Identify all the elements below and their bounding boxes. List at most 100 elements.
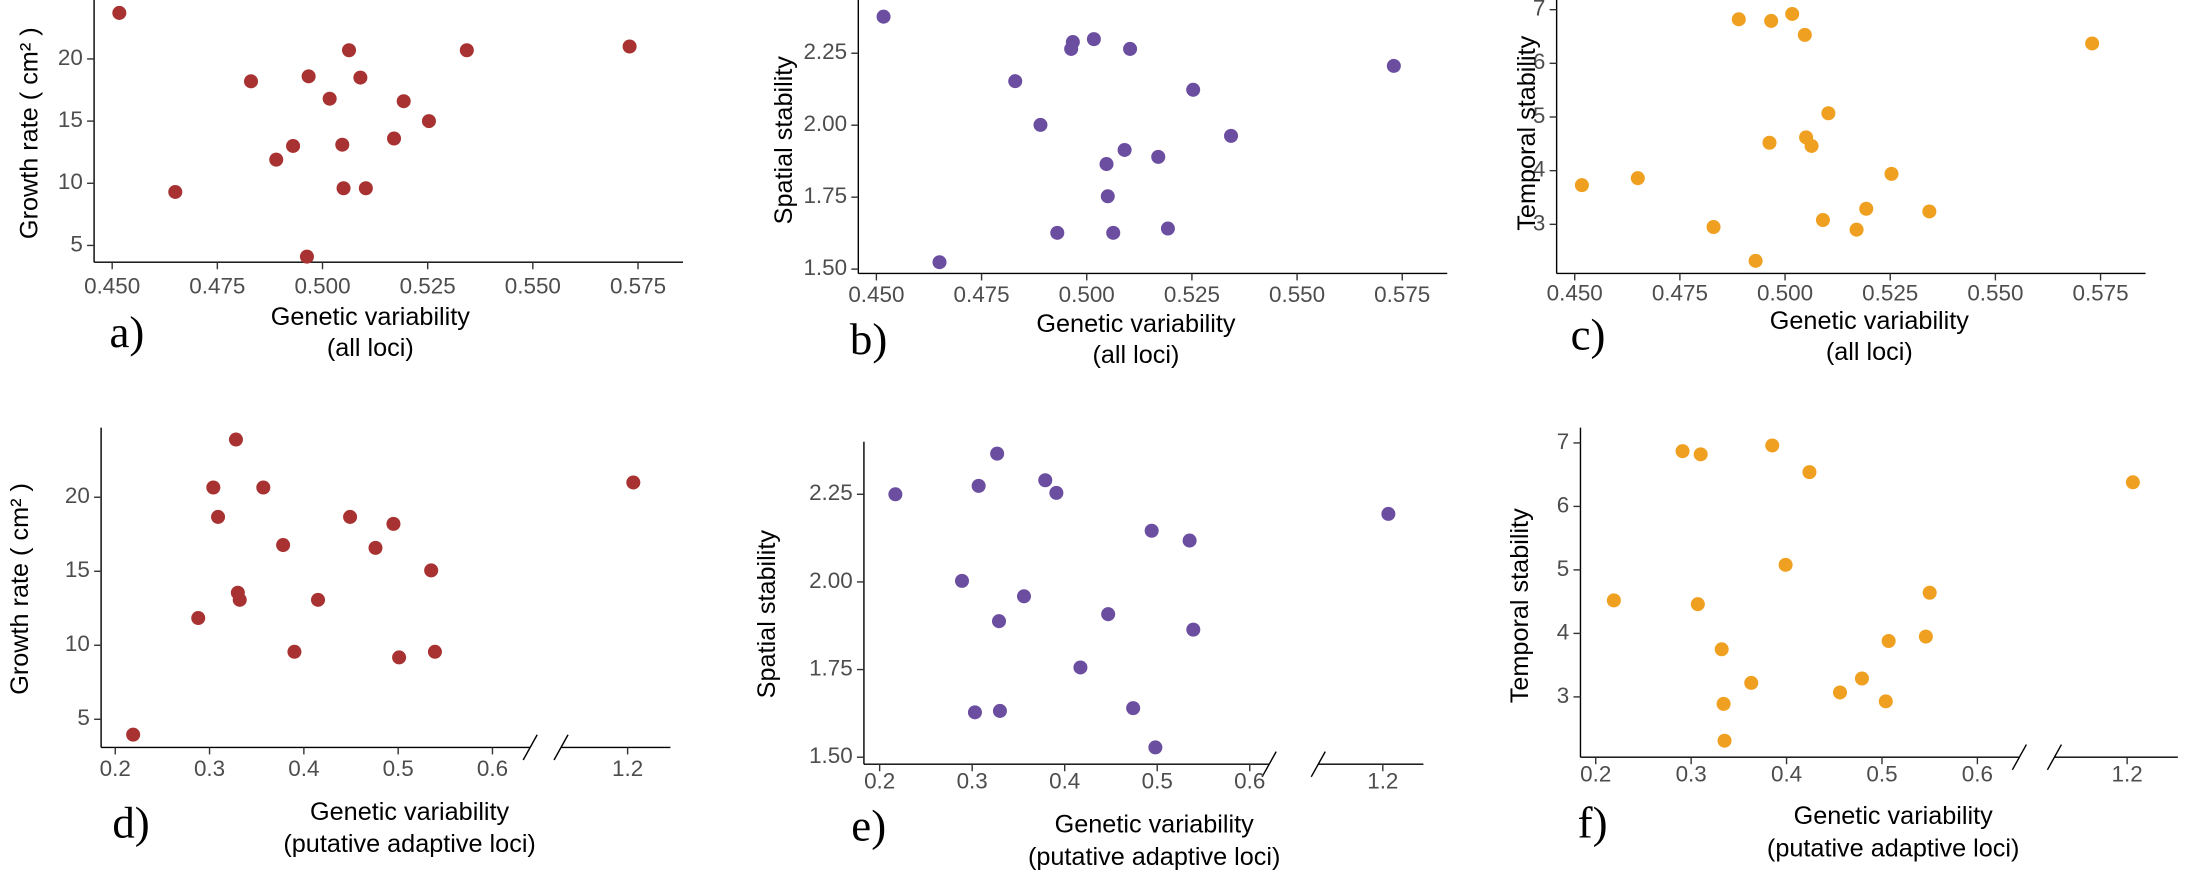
point [1606,593,1621,608]
x-tick-label: 0.5 [1142,768,1173,793]
point [1854,671,1869,686]
y-tick-label: 1.50 [809,743,853,768]
y-tick-label: 3 [1533,210,1545,235]
point [991,614,1007,629]
x-tick-label: 0.3 [957,768,988,793]
point [322,91,337,106]
y-tick-label: 20 [65,483,90,508]
y-tick-label: 5 [77,705,89,730]
point [1186,82,1201,97]
y-tick-label: 4 [1557,619,1569,644]
point [1884,166,1899,181]
point [168,184,183,199]
x-axis-title: Genetic variability [1770,307,1970,335]
x-tick-label: 0.575 [1374,282,1430,307]
x-tick-label: 0.475 [1652,280,1708,305]
x-tick-label: 0.4 [1771,761,1802,786]
point [1126,701,1141,716]
y-tick-label: 1.50 [803,255,847,280]
y-tick-label: 15 [65,557,90,582]
point [1386,58,1401,73]
point [1731,12,1746,27]
y-tick-label: 2.00 [809,568,853,593]
point [1186,622,1201,637]
point [269,152,284,167]
axis-break [522,734,538,761]
point [1765,438,1780,453]
x-tick-label: 0.575 [2072,280,2128,305]
point [1101,607,1116,622]
point [1675,444,1690,459]
point [1797,27,1812,42]
point [1714,642,1729,657]
point [1099,157,1114,172]
point [1918,629,1933,644]
point [387,131,402,146]
point [342,43,357,58]
axis-break [1261,751,1277,778]
point [459,43,474,58]
point [1785,6,1800,21]
x-tick-label: 0.450 [84,273,140,298]
point [888,487,903,502]
point [1832,685,1848,700]
y-tick-label: 10 [65,631,90,656]
point [876,9,891,24]
y-tick-label: 5 [70,231,82,256]
point [1690,597,1705,612]
point [1922,585,1937,600]
point [1049,485,1064,500]
point [392,650,407,665]
x-tick-label: 0.500 [294,273,350,298]
point [228,432,243,447]
point [358,181,373,196]
point [1762,135,1777,150]
y-tick-label: 10 [58,169,83,194]
point [1778,557,1793,572]
point [276,538,291,553]
x-tick-label: 0.3 [1676,761,1707,786]
point [1182,533,1197,548]
x-tick-label: 0.3 [194,756,225,781]
x-tick-label: 0.4 [1049,768,1080,793]
point [1381,506,1396,521]
point [1815,213,1830,228]
x-tick-label: 0.550 [1967,280,2023,305]
y-tick-label: 7 [1533,0,1545,21]
point [335,137,350,152]
x-tick-label: 0.475 [189,273,245,298]
x-axis-title: Genetic variability [1055,811,1255,839]
point [1574,178,1589,193]
y-axis-title: Temporal stability [1506,508,1534,703]
point [386,516,401,531]
x-tick-label: 0.450 [848,282,904,307]
panel-label: b) [850,314,887,364]
point [353,70,368,85]
x-tick-label: 0.525 [1862,280,1918,305]
x-tick-label: 0.525 [400,273,456,298]
point [1117,142,1132,157]
point [626,475,641,490]
y-axis-title: Spatial stability [753,530,781,699]
point [1764,13,1779,28]
y-axis-title: Growth rate ( cm² ) [6,483,34,695]
x-axis-title: (putative adaptive loci) [283,830,535,858]
y-axis-title: Spatial stability [770,56,798,225]
x-tick-label: 0.2 [100,756,131,781]
panel: 0.450 0.475 0.500 0.525 0.550 0.575 3 4 5 6 7 Genet… [1513,0,2146,366]
y-tick-label: 2.25 [809,480,853,505]
panel-label: c) [1571,310,1606,360]
axis-break [553,734,569,761]
point [299,249,314,264]
x-axis-title: Genetic variability [1036,310,1236,338]
point [112,5,127,20]
x-tick-label: 0.525 [1164,282,1220,307]
panel-label: f) [1578,798,1608,848]
point [1144,523,1159,538]
point [126,727,141,742]
x-axis-title: (all loci) [327,334,414,362]
axis-break [2011,744,2027,771]
panel: 0.2 0.3 0.4 0.5 0.6 1.2 3 4 5 6 7 Genetic variabili… [1506,427,2178,862]
point [992,703,1007,718]
panel: 0.450 0.475 0.500 0.525 0.550 0.575 1.50 1.75 2.… [770,0,1448,369]
